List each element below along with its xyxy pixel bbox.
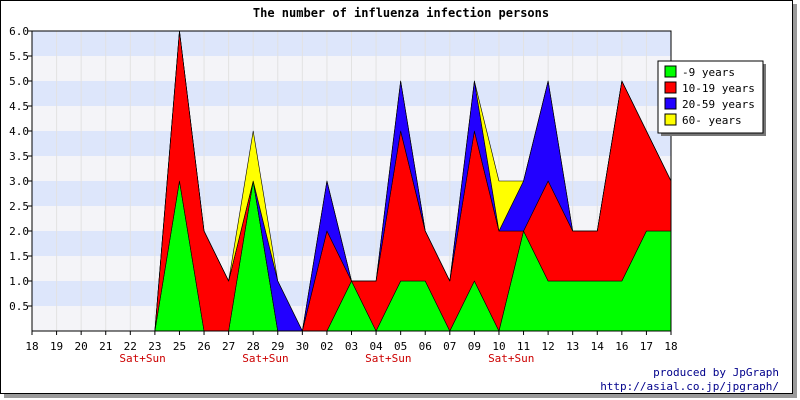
chart-title: The number of influenza infection person… [253, 6, 549, 20]
legend-label: 60- years [682, 114, 742, 127]
legend: -9 years 10-19 years 20-59 years 60- years [657, 60, 766, 136]
x-tick-label: 22 [124, 340, 137, 353]
y-tick-label: 4.5 [9, 100, 29, 113]
legend-swatch [664, 65, 677, 78]
y-tick-label: 4.0 [9, 125, 29, 138]
legend-label: 10-19 years [682, 82, 755, 95]
x-tick-label: 04 [369, 340, 383, 353]
legend-label: -9 years [682, 66, 735, 79]
credit-line-1[interactable]: produced by JpGraph [653, 366, 779, 379]
y-tick-label: 3.5 [9, 150, 29, 163]
x-tick-label: 30 [296, 340, 309, 353]
x-tick-label: 03 [345, 340, 358, 353]
y-tick-label: 1.0 [9, 275, 29, 288]
x-tick-label: 29 [271, 340, 284, 353]
x-tick-label: 20 [75, 340, 88, 353]
x-tick-label: 06 [419, 340, 432, 353]
x-tick-label: 17 [640, 340, 653, 353]
x-tick-label: 09 [468, 340, 481, 353]
influenza-stacked-area-chart: 0.51.01.52.02.53.03.54.04.55.05.56.0 18 1… [9, 6, 779, 393]
y-axis: 0.5 1.0 1.5 2.0 2.5 3.0 3.5 4.0 4.5 5.0 5.5 6.0 [9, 25, 32, 313]
x-tick-label: 11 [517, 340, 530, 353]
chart-frame: 0.5 1.0 1.5 2.0 2.5 3.0 3.5 4.0 4.5 5.0 5.5 6.0 18 1… [0, 0, 793, 394]
x-tick-label: 25 [173, 340, 186, 353]
x-tick-label: 27 [222, 340, 235, 353]
legend-swatch [664, 97, 677, 110]
x-tick-label: 10 [492, 340, 505, 353]
x-tick-label: 14 [591, 340, 605, 353]
x-tick-label: 19 [50, 340, 63, 353]
x-tick-label: 26 [197, 340, 210, 353]
legend-label: 20-59 years [682, 98, 755, 111]
weekend-annotation: Sat+Sun [119, 352, 165, 365]
x-tick-label: 12 [541, 340, 554, 353]
y-tick-label: 5.0 [9, 75, 29, 88]
x-tick-label: 16 [615, 340, 628, 353]
legend-swatch [664, 113, 677, 126]
y-tick-label: 5.5 [9, 50, 29, 63]
x-tick-label: 05 [394, 340, 407, 353]
x-tick-label: 18 [25, 340, 38, 353]
x-axis: 18 19 20 21 22 23 25 26 27 28 29 30 02 03 04 05 06 07 09 10… [25, 331, 678, 365]
weekend-annotation: Sat+Sun [488, 352, 534, 365]
y-tick-label: 3.0 [9, 175, 29, 188]
x-tick-label: 07 [443, 340, 456, 353]
y-tick-label: 2.0 [9, 225, 29, 238]
y-tick-label: 0.5 [9, 300, 29, 313]
y-tick-label: 6.0 [9, 25, 29, 38]
x-tick-label: 13 [566, 340, 579, 353]
y-tick-label: 2.5 [9, 200, 29, 213]
x-tick-label: 21 [99, 340, 112, 353]
x-tick-label: 18 [664, 340, 677, 353]
x-tick-label: 28 [247, 340, 260, 353]
legend-swatch [664, 81, 677, 94]
credit-link[interactable]: http://asial.co.jp/jpgraph/ [600, 380, 779, 393]
y-tick-label: 1.5 [9, 250, 29, 263]
weekend-annotation: Sat+Sun [242, 352, 288, 365]
weekend-annotation: Sat+Sun [365, 352, 411, 365]
x-tick-label: 23 [148, 340, 161, 353]
x-tick-label: 02 [320, 340, 333, 353]
